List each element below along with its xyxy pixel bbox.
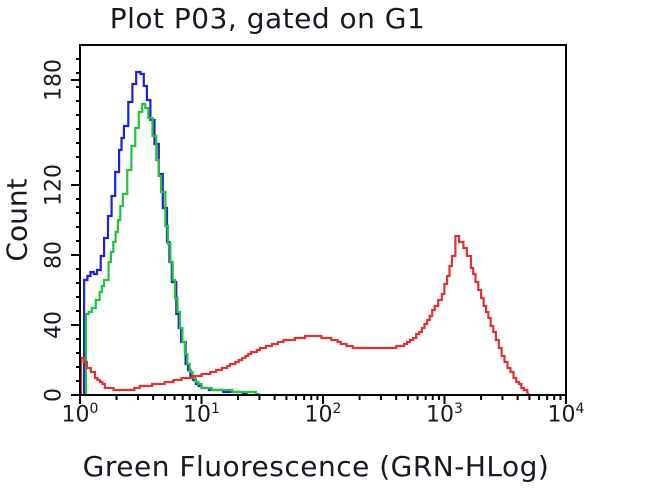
histogram-curve-blue — [83, 70, 248, 395]
x-tick-label-10e4: 104 — [548, 401, 585, 427]
axis-ticks — [71, 58, 567, 404]
plot-border — [79, 44, 567, 396]
histogram-curves — [80, 70, 530, 395]
y-tick-label-180: 180 — [41, 59, 67, 101]
x-tick-label-10e3: 103 — [426, 401, 463, 427]
x-tick-base: 10 — [61, 402, 90, 428]
y-tick-label-120: 120 — [41, 164, 67, 206]
x-tick-base: 10 — [304, 402, 333, 428]
y-tick-label-40: 40 — [41, 311, 67, 339]
x-tick-label-10e1: 101 — [183, 401, 220, 427]
x-tick-exponent: 0 — [89, 401, 99, 417]
x-tick-exponent: 4 — [575, 401, 585, 417]
histogram-curve-red — [80, 234, 530, 395]
plot-title: Plot P03, gated on G1 — [109, 2, 426, 35]
x-tick-base: 10 — [426, 402, 455, 428]
x-tick-base: 10 — [547, 402, 576, 428]
y-axis-title: Count — [0, 178, 34, 262]
x-tick-label-10e0: 100 — [62, 401, 99, 427]
x-tick-exponent: 1 — [211, 401, 220, 417]
y-tick-label-0: 0 — [41, 388, 67, 402]
y-tick-label-80: 80 — [41, 241, 67, 269]
x-axis-title: Green Fluorescence (GRN-HLog) — [82, 450, 550, 483]
x-tick-label-10e2: 102 — [305, 401, 342, 427]
x-tick-exponent: 2 — [332, 401, 342, 417]
histogram-curve-green — [84, 102, 260, 395]
x-tick-base: 10 — [183, 402, 212, 428]
x-tick-exponent: 3 — [454, 401, 463, 417]
